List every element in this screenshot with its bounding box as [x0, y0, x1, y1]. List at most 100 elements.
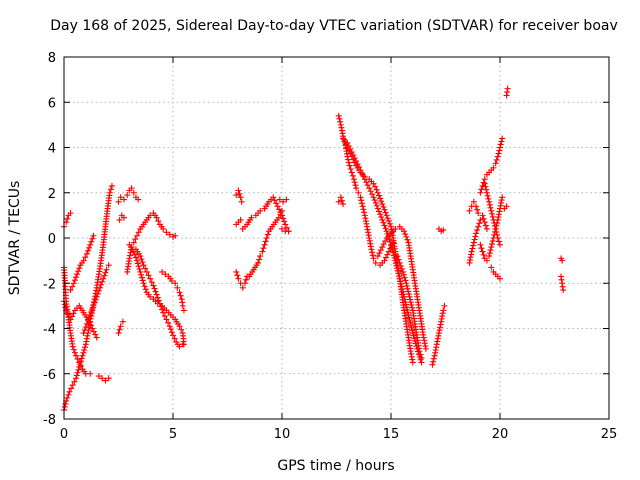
data-point	[403, 304, 410, 311]
data-point	[115, 198, 122, 205]
data-point	[264, 231, 271, 238]
data-point	[71, 349, 78, 356]
data-point	[263, 235, 270, 241]
data-point	[429, 361, 436, 368]
data-point	[357, 194, 364, 201]
data-point	[78, 355, 85, 362]
data-point	[282, 221, 289, 228]
data-point	[481, 219, 488, 226]
data-point	[337, 194, 344, 201]
data-point	[65, 391, 72, 398]
data-point	[407, 296, 414, 303]
data-point	[134, 260, 141, 267]
data-point	[62, 400, 69, 407]
data-point	[482, 222, 489, 229]
data-point	[373, 186, 380, 193]
data-point	[276, 206, 283, 213]
data-point	[168, 329, 175, 336]
data-point	[374, 253, 381, 260]
data-point	[132, 254, 139, 261]
data-point	[68, 313, 75, 320]
data-point	[336, 115, 343, 122]
data-point	[358, 200, 365, 207]
data-point	[490, 164, 497, 171]
data-point	[486, 198, 493, 205]
data-point	[405, 288, 412, 295]
series-arc-a1	[61, 210, 74, 230]
data-point	[498, 138, 505, 145]
data-point	[389, 247, 396, 254]
data-point	[348, 149, 355, 156]
data-point	[153, 291, 160, 298]
data-point	[476, 220, 483, 227]
data-point	[80, 349, 87, 356]
data-point	[77, 362, 84, 369]
data-point	[396, 273, 403, 280]
data-point	[139, 277, 146, 284]
data-point	[135, 196, 142, 203]
data-point	[404, 236, 411, 243]
data-point	[489, 213, 496, 220]
data-point	[61, 403, 68, 410]
data-point	[67, 287, 74, 294]
data-point	[87, 370, 94, 377]
data-point	[474, 206, 481, 213]
data-point	[491, 222, 498, 229]
data-point	[372, 259, 379, 266]
data-point	[69, 343, 76, 350]
data-point	[474, 227, 481, 234]
data-point	[407, 319, 414, 326]
data-point	[87, 322, 94, 329]
data-point	[64, 215, 71, 222]
data-point	[440, 307, 447, 314]
data-point	[274, 203, 281, 210]
data-point	[385, 218, 392, 225]
series-arc-a9	[116, 212, 127, 223]
data-point	[487, 204, 494, 211]
data-point	[277, 211, 284, 218]
x-tick-label: 0	[60, 427, 68, 442]
data-point	[504, 85, 511, 92]
data-point	[132, 236, 139, 243]
data-point	[379, 244, 386, 251]
data-point	[120, 214, 127, 221]
data-point	[248, 214, 255, 221]
data-point	[100, 275, 107, 282]
data-point	[115, 330, 122, 337]
data-point	[91, 299, 98, 306]
data-point	[155, 218, 162, 225]
data-point	[72, 352, 79, 359]
data-point	[80, 257, 87, 264]
data-point	[271, 197, 278, 204]
data-point	[382, 254, 389, 261]
data-point	[366, 185, 373, 192]
data-point	[376, 192, 383, 199]
series-arc-a7	[95, 373, 112, 384]
data-point	[80, 330, 87, 337]
data-point	[345, 156, 352, 163]
data-point	[94, 290, 101, 297]
data-point	[390, 252, 397, 259]
data-point	[399, 288, 406, 295]
data-point	[172, 232, 179, 239]
data-point	[403, 282, 410, 289]
data-point	[486, 201, 493, 208]
series-arc-a4	[61, 298, 100, 341]
data-point	[156, 300, 163, 307]
data-point	[134, 232, 141, 239]
data-point	[410, 332, 417, 339]
data-point	[377, 211, 384, 218]
data-point	[99, 375, 106, 382]
data-point	[402, 298, 409, 305]
data-point	[61, 301, 68, 308]
data-point	[338, 197, 345, 204]
data-point	[479, 248, 486, 255]
data-point	[388, 244, 395, 251]
data-point	[87, 241, 94, 248]
data-point	[369, 252, 376, 259]
data-point	[87, 311, 94, 318]
data-point	[68, 385, 75, 392]
data-point	[388, 241, 394, 248]
data-point	[283, 196, 290, 203]
data-point	[167, 326, 174, 333]
